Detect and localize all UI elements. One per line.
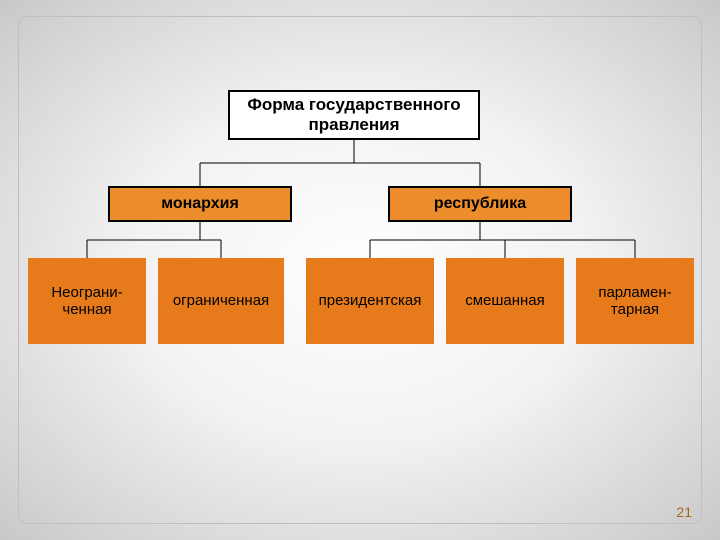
mid-label: республика [434,195,526,213]
leaf-label: президентская [319,292,422,309]
leaf-label: смешанная [465,292,545,309]
mid-node-republic: республика [388,186,572,222]
mid-label: монархия [161,195,239,213]
leaf-node-limited: ограниченная [158,258,284,344]
leaf-label: парламен- тарная [598,284,671,319]
leaf-label: Неограни- ченная [51,284,122,319]
leaf-label: ограниченная [173,292,269,309]
leaf-node-unlimited: Неограни- ченная [28,258,146,344]
page-number: 21 [676,504,692,520]
mid-node-monarchy: монархия [108,186,292,222]
leaf-node-presidential: президентская [306,258,434,344]
leaf-node-parliamentary: парламен- тарная [576,258,694,344]
root-label: Форма государственного правления [247,95,460,134]
root-node: Форма государственного правления [228,90,480,140]
slide: Форма государственного правления монархи… [0,0,720,540]
leaf-node-mixed: смешанная [446,258,564,344]
